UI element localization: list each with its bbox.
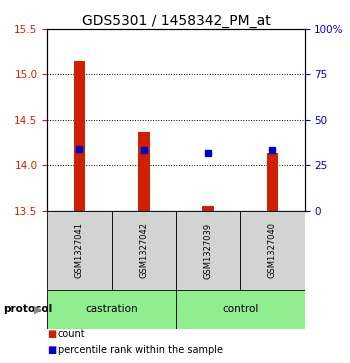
Text: ■: ■ xyxy=(47,329,56,339)
Bar xyxy=(112,211,176,290)
Text: ■: ■ xyxy=(47,345,56,355)
Bar xyxy=(176,290,304,329)
Bar xyxy=(47,211,112,290)
Bar xyxy=(47,290,176,329)
Bar xyxy=(176,211,240,290)
Bar xyxy=(74,61,85,211)
Text: GSM1327042: GSM1327042 xyxy=(139,223,148,278)
Text: protocol: protocol xyxy=(4,305,53,314)
Text: castration: castration xyxy=(85,305,138,314)
Text: control: control xyxy=(222,305,258,314)
Text: count: count xyxy=(58,329,85,339)
Text: GSM1327040: GSM1327040 xyxy=(268,223,277,278)
Bar xyxy=(202,206,214,211)
Text: GSM1327039: GSM1327039 xyxy=(204,223,212,278)
Bar xyxy=(240,211,304,290)
Bar xyxy=(267,153,278,211)
Title: GDS5301 / 1458342_PM_at: GDS5301 / 1458342_PM_at xyxy=(82,14,270,28)
Bar xyxy=(138,132,149,211)
Text: GSM1327041: GSM1327041 xyxy=(75,223,84,278)
Text: ▶: ▶ xyxy=(34,305,43,314)
Text: percentile rank within the sample: percentile rank within the sample xyxy=(58,345,223,355)
